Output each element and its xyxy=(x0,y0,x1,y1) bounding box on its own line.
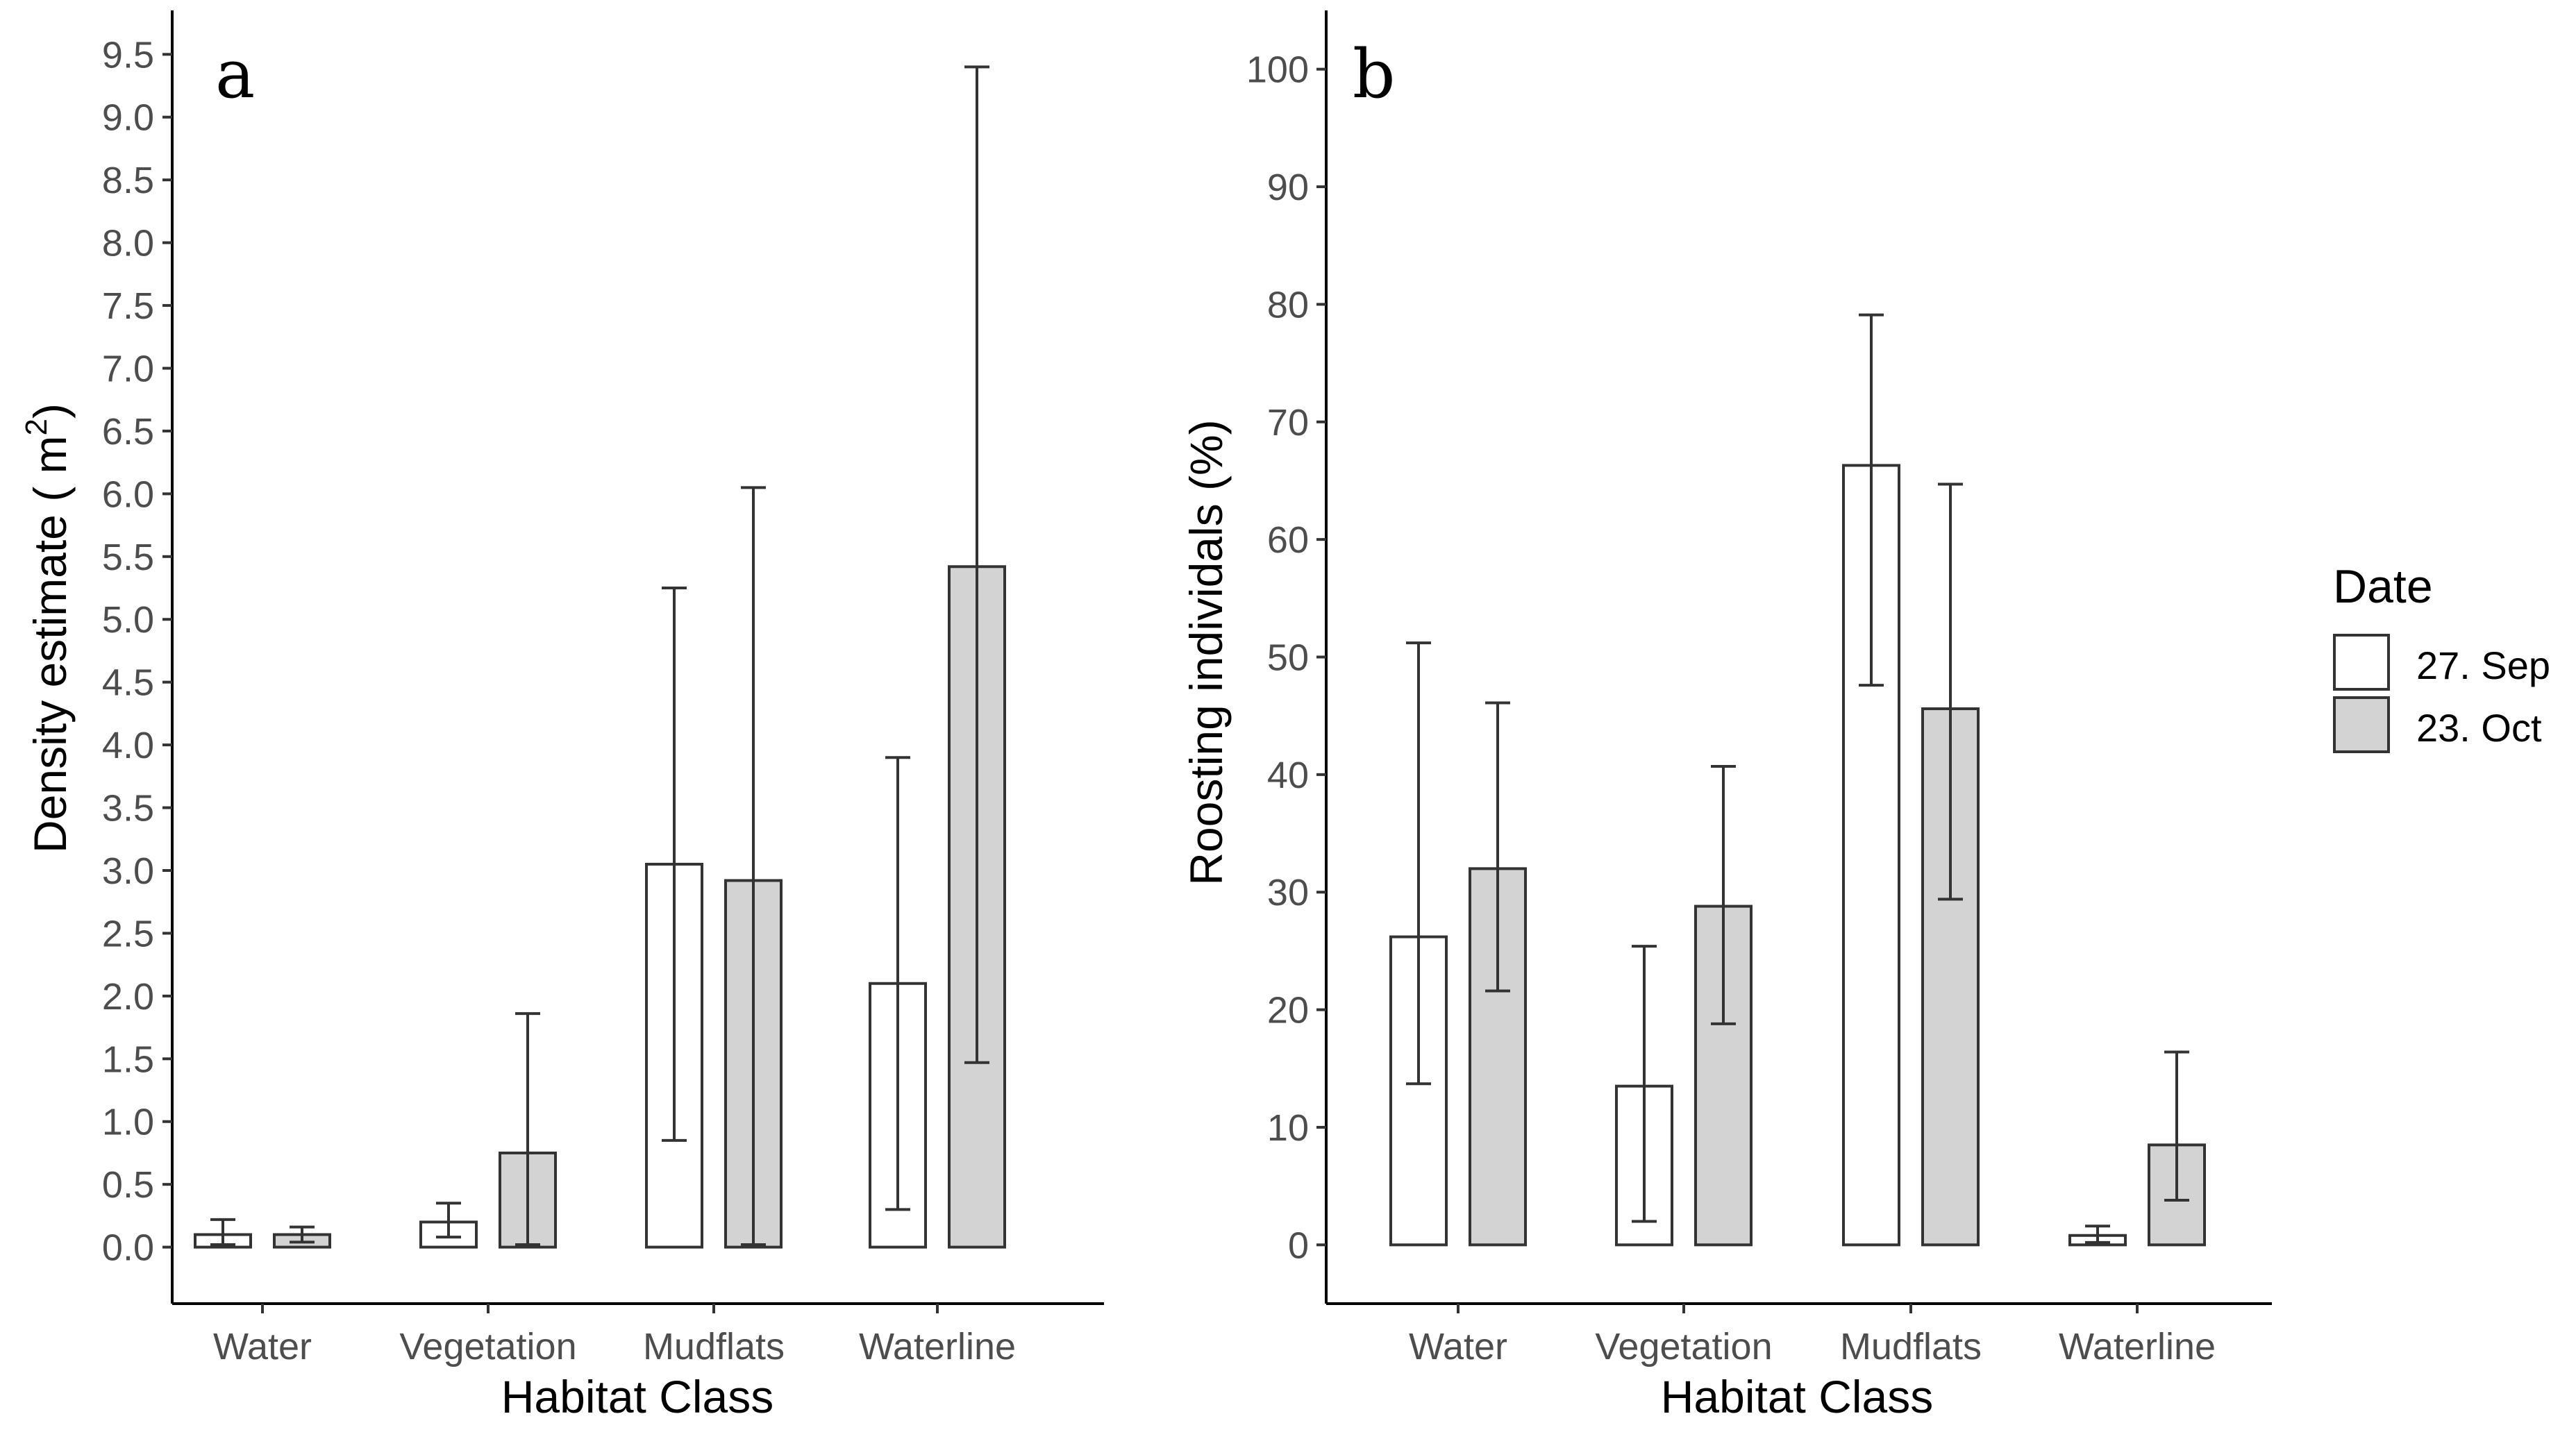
panel-b-y-tick-label: 10 xyxy=(1267,1107,1309,1149)
panel-b-x-tick-label-vegetation: Vegetation xyxy=(1595,1326,1772,1368)
panel-a-x-axis-title: Habitat Class xyxy=(501,1371,774,1422)
panel-a-y-tick-label: 0.5 xyxy=(102,1164,154,1206)
panel-b-y-tick-label: 20 xyxy=(1267,990,1309,1032)
legend-swatch-23-oct xyxy=(2333,696,2390,753)
panel-a-x-tick-label-vegetation: Vegetation xyxy=(399,1326,576,1368)
panel-a-y-tick-label: 2.5 xyxy=(102,913,154,954)
panel-b-y-tick-label: 0 xyxy=(1288,1225,1309,1266)
panel-a-x-tick-label-waterline: Waterline xyxy=(859,1326,1016,1368)
panel-b-y-tick-label: 60 xyxy=(1267,519,1309,561)
legend-label-23-oct: 23. Oct xyxy=(2416,706,2542,750)
panel-a-y-tick-label: 8.0 xyxy=(102,223,154,264)
panel-a-y-tick-label: 7.5 xyxy=(102,285,154,327)
panel-a-y-tick-label: 8.5 xyxy=(102,160,154,201)
legend-title: Date xyxy=(2333,560,2433,613)
panel-a-y-tick-label: 3.0 xyxy=(102,850,154,892)
panel-a-y-tick-label: 0.0 xyxy=(102,1227,154,1269)
panel-a-y-tick-label: 9.0 xyxy=(102,97,154,139)
panel-b-x-tick-label-water: Water xyxy=(1409,1326,1507,1368)
panel-a-y-tick-label: 3.5 xyxy=(102,788,154,830)
panel-b-x-tick-label-waterline: Waterline xyxy=(2059,1326,2216,1368)
panel-a-density: a Habitat Class Density estimate ( m2) 0… xyxy=(19,10,1104,1422)
panel-b-y-tick-label: 90 xyxy=(1267,167,1309,208)
panel-a-letter: a xyxy=(215,35,255,113)
panel-a-y-tick-label: 9.5 xyxy=(102,34,154,76)
panel-b-y-tick-label: 40 xyxy=(1267,755,1309,796)
panel-b-y-tick-label: 80 xyxy=(1267,284,1309,326)
panel-b-roosting: b Habitat Class Roosting individals (%) … xyxy=(1180,10,2272,1422)
panel-a-y-tick-label: 1.5 xyxy=(102,1038,154,1080)
panel-b-y-tick-label: 50 xyxy=(1267,637,1309,679)
panel-a-x-tick-label-water: Water xyxy=(213,1326,312,1368)
panel-a-y-tick-label: 7.0 xyxy=(102,348,154,389)
panel-a-y-tick-label: 5.5 xyxy=(102,537,154,578)
panel-b-x-axis-title: Habitat Class xyxy=(1661,1371,1934,1422)
panel-a-y-tick-label: 4.0 xyxy=(102,725,154,766)
legend-swatch-27-sep xyxy=(2333,634,2390,691)
panel-a-y-tick-label: 4.5 xyxy=(102,662,154,704)
panel-a-x-tick-label-mudflats: Mudflats xyxy=(643,1326,785,1368)
panel-a-y-tick-label: 6.5 xyxy=(102,411,154,453)
panel-a-y-axis-title: Density estimate ( m2) xyxy=(19,403,76,853)
panel-b-bar-mudflats-23-oct xyxy=(1921,707,1980,1247)
legend-label-27-sep: 27. Sep xyxy=(2416,643,2550,687)
panel-a-y-tick-label: 6.0 xyxy=(102,473,154,515)
panel-a-y-tick-label: 5.0 xyxy=(102,599,154,641)
legend: Date 27. Sep 23. Oct xyxy=(2333,560,2550,753)
panel-a-y-tick-label: 2.0 xyxy=(102,976,154,1018)
panel-b-y-tick-label: 30 xyxy=(1267,872,1309,914)
panel-b-y-axis-title: Roosting individals (%) xyxy=(1180,419,1232,885)
panel-b-y-tick-label: 70 xyxy=(1267,402,1309,444)
panel-b-y-tick-label: 100 xyxy=(1246,49,1309,91)
panel-a-y-tick-label: 1.0 xyxy=(102,1102,154,1143)
panel-b-letter: b xyxy=(1353,35,1395,113)
panel-b-x-tick-label-mudflats: Mudflats xyxy=(1840,1326,1982,1368)
